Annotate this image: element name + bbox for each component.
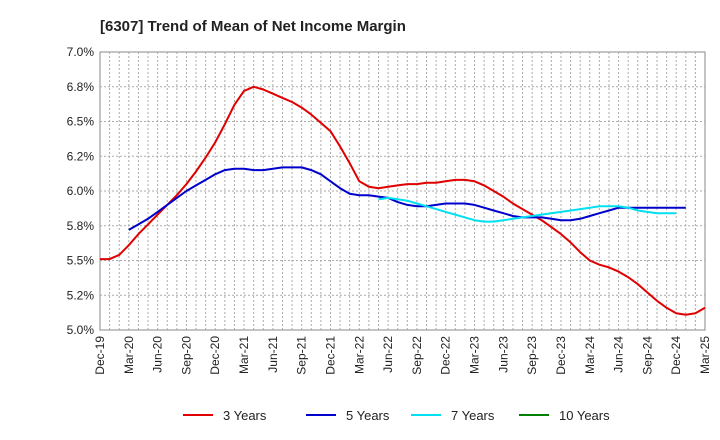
x-tick-label: Dec-19 [93,336,107,375]
x-tick-label: Dec-20 [208,336,222,375]
y-tick-label: 5.0% [67,323,95,337]
x-tick-label: Mar-24 [583,336,597,374]
x-tick-label: Mar-20 [122,336,136,374]
series-line [128,166,686,231]
plot-area [99,51,706,331]
x-tick-label: Mar-23 [468,336,482,374]
x-tick-label: Jun-23 [496,336,510,373]
x-tick-label: Mar-22 [352,336,366,374]
legend-label: 5 Years [346,408,390,423]
x-tick-label: Sep-24 [640,336,654,375]
chart-title: [6307] Trend of Mean of Net Income Margi… [100,18,406,35]
grid [100,52,705,330]
y-tick-label: 6.2% [67,149,95,163]
x-tick-label: Sep-21 [295,336,309,375]
x-tick-label: Sep-23 [525,336,539,375]
x-tick-label: Jun-22 [381,336,395,373]
y-tick-label: 5.8% [67,219,95,233]
x-tick-label: Dec-23 [554,336,568,375]
x-tick-label: Dec-22 [439,336,453,375]
legend-label: 3 Years [223,408,267,423]
y-tick-label: 7.0% [67,45,95,59]
y-tick-label: 6.5% [67,115,95,129]
x-tick-label: Sep-22 [410,336,424,375]
y-tick-label: 5.5% [67,254,95,268]
x-tick-label: Dec-21 [323,336,337,375]
legend: 3 Years 5 Years 7 Years 10 Years [183,408,610,423]
series-group [100,85,706,316]
x-tick-label: Mar-25 [698,336,712,374]
y-tick-label: 6.0% [67,184,95,198]
x-tick-label: Jun-20 [151,336,165,373]
series-line [378,196,677,223]
x-axis: Dec-19 Mar-20 Jun-20 Sep-20 Dec-20 Mar-21 Jun-… [93,336,712,375]
legend-label: 10 Years [559,408,610,423]
y-axis: 5.0% 5.2% 5.5% 5.8% 6.0% 6.2% 6.5% 6.8% 7.0% [67,45,95,337]
x-tick-label: Sep-20 [179,336,193,375]
y-tick-label: 5.2% [67,288,95,302]
x-tick-label: Mar-21 [237,336,251,374]
x-tick-label: Jun-24 [612,336,626,373]
y-tick-label: 6.8% [67,80,95,94]
series-line [100,85,706,316]
legend-label: 7 Years [451,408,495,423]
x-tick-label: Jun-21 [266,336,280,373]
x-tick-label: Dec-24 [669,336,683,375]
